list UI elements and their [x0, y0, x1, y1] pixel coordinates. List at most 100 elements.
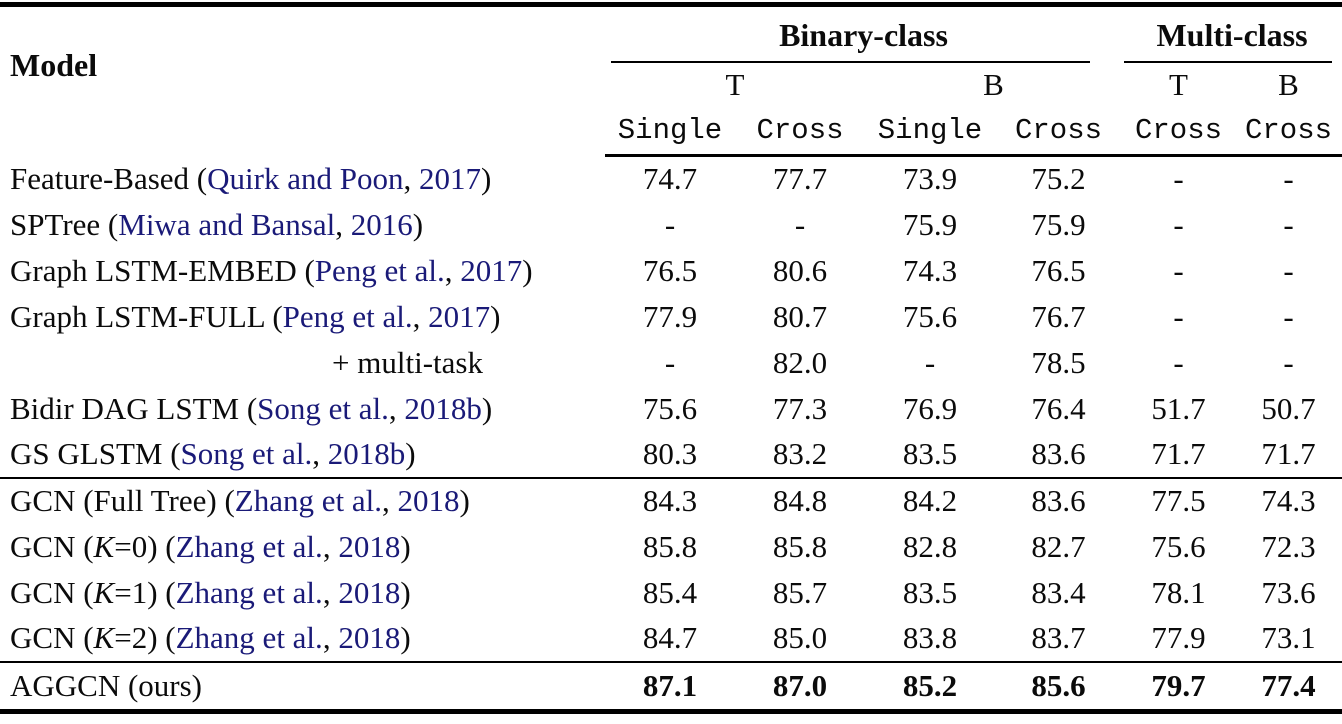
model-cell: GS GLSTM (Song et al., 2018b) [0, 432, 605, 478]
value-cell: - [794, 206, 806, 242]
citation-link[interactable]: 2016 [350, 206, 413, 242]
table-section-ours: AGGCN (ours) 87.1 87.0 85.2 85.6 79.7 77.4 [0, 661, 1342, 712]
model-text: , [381, 483, 398, 518]
citation-link[interactable]: 2017 [428, 298, 491, 334]
model-text: SPTree ( [10, 206, 119, 242]
table-row: + multi-task - 82.0 - 78.5 - - [0, 340, 1342, 386]
model-text: =1) ( [114, 574, 176, 610]
group-header-multi-class: Multi-class [1122, 5, 1342, 63]
value-cell: 79.7 [1151, 667, 1206, 703]
value-cell: 76.5 [642, 252, 698, 288]
model-cell: GCN (K=0) (Zhang et al., 2018) [0, 524, 605, 570]
value-cell: 85.7 [772, 574, 828, 610]
citation-link[interactable]: Zhang et al. [234, 483, 382, 518]
model-text-italic: K [93, 528, 115, 564]
cmidrule-binary [611, 61, 1091, 63]
model-text: ) [480, 160, 492, 196]
value-cell: 85.6 [1031, 667, 1086, 703]
model-cell: Feature-Based (Quirk and Poon, 2017) [0, 156, 605, 202]
value-cell: 73.9 [902, 161, 958, 197]
citation-link[interactable]: Song et al. [257, 390, 389, 426]
value-cell: 83.4 [1031, 574, 1086, 610]
citation-link[interactable]: 2018 [338, 574, 401, 610]
model-text: , [322, 620, 339, 655]
model-cell: Bidir DAG LSTM (Song et al., 2018b) [0, 386, 605, 432]
citation-link[interactable]: Zhang et al. [175, 574, 323, 610]
citation-link[interactable]: 2017 [418, 160, 481, 196]
value-cell: 82.0 [772, 344, 828, 380]
model-text: , [403, 160, 419, 196]
value-cell: 73.1 [1261, 620, 1316, 655]
value-cell: 82.8 [902, 528, 958, 564]
value-cell: 74.3 [902, 252, 958, 288]
citation-link[interactable]: Zhang et al. [175, 620, 323, 655]
group-header-row: Model Binary-class Multi-class [0, 5, 1342, 83]
table-row: GCN (K=2) (Zhang et al., 2018) 84.7 85.0 83… [0, 616, 1342, 662]
value-cell: 77.9 [642, 298, 698, 334]
model-text: ) [400, 574, 411, 610]
value-cell: 83.2 [772, 436, 828, 471]
value-cell: 83.5 [902, 574, 958, 610]
citation-link[interactable]: Peng et al. [314, 252, 445, 288]
value-cell: - [1173, 161, 1184, 197]
value-cell: 77.7 [772, 161, 828, 197]
model-text: , [412, 298, 429, 334]
column-header-row: Single Cross Single Cross Cross Cross [0, 106, 1342, 157]
model-cell: GCN (Full Tree) (Zhang et al., 2018) [0, 478, 605, 524]
value-cell: 87.0 [772, 667, 828, 703]
model-text: Graph LSTM-EMBED ( [10, 252, 315, 288]
model-cell: GCN (K=2) (Zhang et al., 2018) [0, 616, 605, 662]
value-cell: 84.2 [902, 483, 958, 518]
model-text: AGGCN (ours) [10, 667, 203, 703]
model-text: , [335, 206, 351, 242]
value-cell: 75.9 [902, 206, 958, 242]
table-row: GCN (K=0) (Zhang et al., 2018) 85.8 85.8 82… [0, 524, 1342, 570]
model-column-header: Model [0, 5, 605, 156]
citation-link[interactable]: 2018 [338, 620, 401, 655]
model-text: =2) ( [114, 620, 176, 655]
subgroup-header-row: T B T B [0, 63, 1342, 106]
citation-link[interactable]: 2018 [338, 528, 401, 564]
model-text: GCN ( [10, 528, 94, 564]
model-text: , [322, 528, 339, 564]
citation-link[interactable]: 2018b [404, 390, 482, 426]
column-header-cross-b: Cross [995, 106, 1123, 157]
table-header: Model Binary-class Multi-class T B T B S… [0, 5, 1342, 157]
value-cell: - [1173, 344, 1184, 380]
model-text: , [444, 252, 461, 288]
table-row: AGGCN (ours) 87.1 87.0 85.2 85.6 79.7 77.4 [0, 662, 1342, 712]
citation-link[interactable]: Quirk and Poon [207, 160, 404, 196]
value-cell: 78.1 [1151, 574, 1206, 610]
model-text: =0) ( [114, 528, 176, 564]
subheader-multi-T: T [1169, 66, 1188, 102]
model-text: ) [522, 252, 533, 288]
value-cell: 80.6 [772, 252, 828, 288]
citation-link[interactable]: Miwa and Bansal [118, 206, 336, 242]
model-text: , [322, 574, 339, 610]
table-row: Graph LSTM-FULL (Peng et al., 2017) 77.9 8… [0, 294, 1342, 340]
value-cell: 85.4 [642, 574, 698, 610]
model-text: , [388, 390, 405, 426]
model-column-label: Model [10, 46, 98, 83]
subheader-binary-B: B [983, 66, 1004, 102]
value-cell: 84.8 [772, 483, 828, 518]
citation-link[interactable]: Song et al. [180, 436, 313, 471]
value-cell: 85.8 [642, 528, 698, 564]
value-cell: 85.0 [772, 620, 828, 655]
table-section-gcn: GCN (Full Tree) (Zhang et al., 2018) 84.3… [0, 477, 1342, 662]
citation-link[interactable]: 2018b [327, 436, 406, 471]
citation-link[interactable]: Zhang et al. [175, 528, 323, 564]
citation-link[interactable]: Peng et al. [282, 298, 413, 334]
citation-link[interactable]: 2017 [460, 252, 523, 288]
table-row: GCN (Full Tree) (Zhang et al., 2018) 84.3… [0, 478, 1342, 524]
value-cell: 82.7 [1031, 528, 1086, 564]
model-text: ) [400, 528, 411, 564]
citation-link[interactable]: 2018 [397, 483, 460, 518]
model-cell: Graph LSTM-EMBED (Peng et al., 2017) [0, 248, 605, 294]
group-label-multi-class: Multi-class [1156, 16, 1308, 53]
value-cell: - [924, 344, 936, 380]
value-cell: 75.6 [642, 390, 698, 426]
value-cell: 77.5 [1151, 483, 1206, 518]
